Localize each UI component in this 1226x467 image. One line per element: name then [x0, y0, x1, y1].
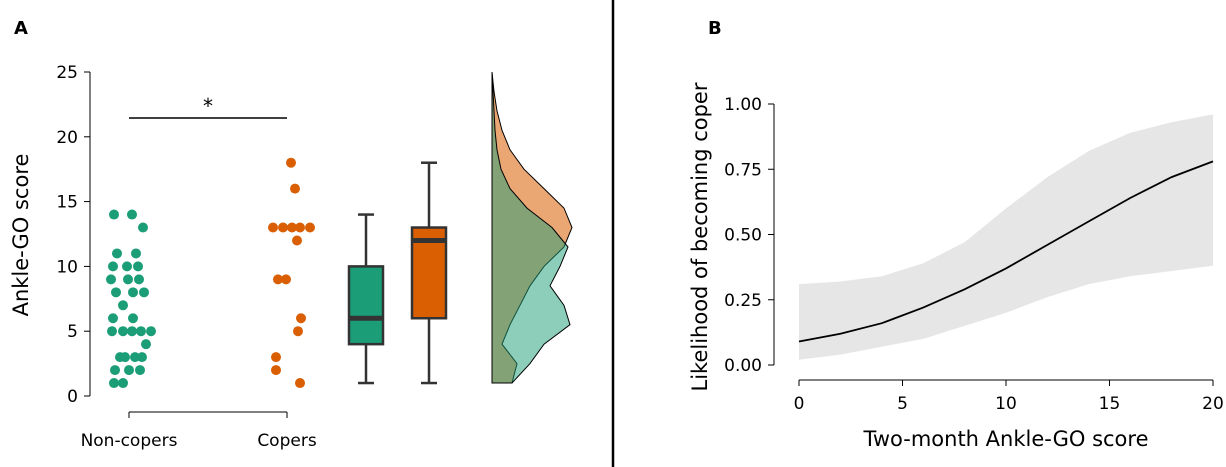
b-x-tick-label: 15: [1099, 394, 1121, 414]
significance-marker: *: [203, 94, 213, 118]
a-y-tick-label: 5: [67, 322, 78, 342]
a-y-tick-label: 0: [67, 387, 78, 407]
panel-a-letter: A: [14, 18, 28, 39]
coper-point: [287, 222, 297, 233]
non-coper-point: [128, 313, 138, 324]
a-y-tick-label: 25: [56, 63, 78, 83]
panel-b-chart: 0.00 0.25 0.50 0.75 1.00 Likelihood of becomi…: [688, 82, 1224, 451]
b-y-axis-title: Likelihood of becoming coper: [688, 82, 712, 391]
fitted-curve: [798, 160, 1214, 343]
non-coper-point: [122, 261, 132, 272]
non-coper-point: [107, 326, 117, 337]
coper-point: [286, 157, 296, 168]
b-x-tick-label: 5: [897, 394, 908, 414]
coper-point: [278, 222, 288, 233]
non-coper-point: [118, 326, 128, 337]
non-copers-density: [491, 71, 571, 384]
non-coper-point: [127, 326, 137, 337]
b-y-tick-label: 0.25: [724, 291, 762, 311]
coper-point: [295, 222, 305, 233]
non-coper-point: [118, 378, 128, 389]
non-coper-point: [124, 365, 134, 376]
b-y-tick-label: 1.00: [724, 95, 762, 115]
non-coper-point: [108, 313, 118, 324]
a-y-tick-label: 10: [56, 257, 78, 277]
non-coper-point: [137, 352, 147, 363]
coper-point: [273, 274, 283, 285]
non-coper-point: [110, 365, 120, 376]
non-coper-point: [138, 222, 148, 233]
b-y-tick-label: 0.50: [724, 226, 762, 246]
b-x-tick-label: 0: [794, 394, 805, 414]
b-x-tick-label: 20: [1202, 394, 1224, 414]
non-coper-point: [134, 274, 144, 285]
non-coper-point: [111, 287, 121, 298]
coper-point: [295, 378, 305, 389]
coper-point: [281, 274, 291, 285]
non-coper-point: [106, 274, 116, 285]
non-coper-point: [120, 352, 130, 363]
a-y-tick-label: 15: [56, 193, 78, 213]
non-coper-point: [130, 352, 140, 363]
non-coper-point: [109, 378, 119, 389]
b-y-tick-label: 0.00: [724, 356, 762, 376]
non-coper-point: [141, 339, 151, 350]
b-y-tick-label: 0.75: [724, 160, 762, 180]
b-x-tick-label: 10: [995, 394, 1017, 414]
non-coper-point: [112, 248, 122, 259]
non-coper-point: [133, 261, 143, 272]
non-coper-point: [139, 287, 149, 298]
non-coper-point: [123, 274, 133, 285]
a-category-label: Copers: [257, 431, 317, 451]
coper-point: [268, 222, 278, 233]
a-y-axis-title: Ankle-GO score: [9, 154, 33, 317]
non-coper-point: [135, 365, 145, 376]
non-coper-point: [146, 326, 156, 337]
non-copers-box: [347, 265, 385, 346]
coper-point: [296, 313, 306, 324]
coper-point: [271, 365, 281, 376]
panel-a-chart: 0 5 10 15 20 25 Ankle-GO score Non-copers Copers…: [9, 63, 573, 451]
panel-b-letter: B: [708, 18, 722, 39]
coper-point: [305, 222, 315, 233]
non-coper-point: [108, 261, 118, 272]
a-category-label: Non-copers: [81, 431, 178, 451]
coper-point: [290, 183, 300, 194]
coper-point: [293, 326, 303, 337]
non-coper-point: [136, 326, 146, 337]
confidence-band: [799, 114, 1213, 360]
a-y-tick-label: 20: [56, 128, 78, 148]
non-coper-point: [131, 248, 141, 259]
non-coper-point: [127, 209, 137, 220]
coper-point: [292, 235, 302, 246]
non-coper-point: [118, 300, 128, 311]
non-coper-point: [128, 287, 138, 298]
non-coper-point: [109, 209, 119, 220]
b-x-axis-title: Two-month Ankle-GO score: [862, 427, 1148, 451]
coper-point: [271, 352, 281, 363]
